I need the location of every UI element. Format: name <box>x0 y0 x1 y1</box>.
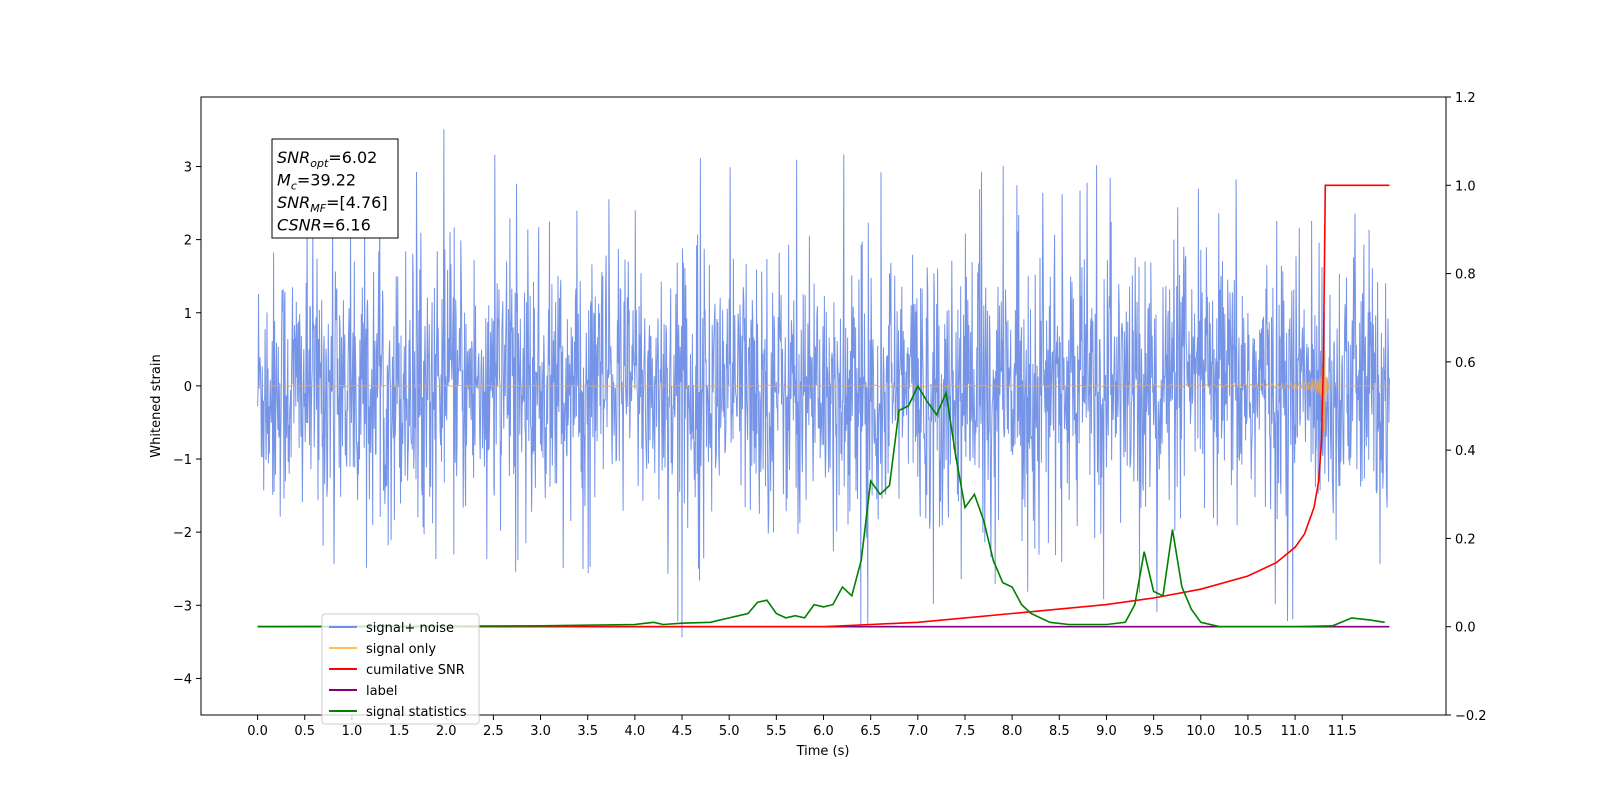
y-tick-label: −2 <box>173 526 192 541</box>
x-tick-label: 0.5 <box>294 724 315 739</box>
x-tick-label: 11.5 <box>1328 724 1357 739</box>
x-tick-label: 9.5 <box>1143 724 1164 739</box>
annotation-box-frame <box>271 138 399 239</box>
y-axis-label: Whitened strain <box>149 354 164 457</box>
x-tick-label: 6.5 <box>860 724 881 739</box>
legend-label: signal+ noise <box>366 621 454 636</box>
x-tick-label: 5.0 <box>719 724 740 739</box>
x-tick-label: 5.5 <box>766 724 787 739</box>
y-axis-left: 3 2 1 0 −1 −2 −3 −4 <box>173 160 201 687</box>
x-tick-label: 8.5 <box>1049 724 1070 739</box>
x-tick-label: 1.0 <box>342 724 363 739</box>
y-tick-label: 2 <box>184 234 192 249</box>
y-tick-label: −3 <box>173 599 192 614</box>
x-tick-label: 4.5 <box>672 724 693 739</box>
legend-label: signal statistics <box>366 705 467 720</box>
y2-tick-label: 0.2 <box>1455 532 1476 547</box>
x-tick-label: 2.0 <box>436 724 457 739</box>
legend-frame <box>321 613 480 725</box>
y-axis-right: 1.2 1.0 0.8 0.6 0.4 0.2 0.0 −0.2 <box>1446 91 1487 724</box>
y2-tick-label: 0.4 <box>1455 444 1476 459</box>
x-tick-label: 3.5 <box>577 724 598 739</box>
annotation-line: SNRopt=6.02 <box>277 148 377 170</box>
x-tick-label: 7.5 <box>955 724 976 739</box>
legend-label: signal only <box>366 642 436 657</box>
y2-tick-label: 1.0 <box>1455 179 1476 194</box>
legend: signal+ noise signal only cumilative SNR la… <box>321 613 480 725</box>
y-tick-label: 0 <box>184 380 192 395</box>
legend-label: cumilative SNR <box>366 663 465 678</box>
y-tick-label: −4 <box>173 672 192 687</box>
x-tick-label: 7.0 <box>907 724 928 739</box>
x-tick-label: 4.0 <box>625 724 646 739</box>
series-signal-noise-line <box>257 129 1390 638</box>
y2-tick-label: −0.2 <box>1455 709 1487 724</box>
x-tick-label: 1.5 <box>389 724 410 739</box>
series-signal-statistics-line <box>257 384 1385 628</box>
x-tick-label: 6.0 <box>813 724 834 739</box>
annotation-line: SNRMF=[4.76] <box>277 193 388 215</box>
x-axis-label: Time (s) <box>796 744 850 759</box>
x-tick-label: 2.5 <box>483 724 504 739</box>
x-tick-label: 9.0 <box>1096 724 1117 739</box>
y2-tick-label: 0.8 <box>1455 268 1476 283</box>
y-tick-label: 3 <box>184 160 192 175</box>
series-signal-only-line <box>257 339 1390 432</box>
x-axis: 0.0 0.5 1.0 1.5 2.0 2.5 3.0 3.5 4.0 4.5 5.0 5.5 6.0 6… <box>247 715 1357 739</box>
annotation-line: Mc=39.22 <box>277 171 356 193</box>
legend-label: label <box>366 684 397 699</box>
series-cumulative-snr-line <box>257 184 1390 628</box>
x-tick-label: 8.0 <box>1002 724 1023 739</box>
annotation-line: CSNR=6.16 <box>277 216 371 235</box>
y-tick-label: −1 <box>173 453 192 468</box>
x-tick-label: 10.0 <box>1186 724 1215 739</box>
x-tick-label: 10.5 <box>1233 724 1262 739</box>
y-tick-label: 1 <box>184 307 192 322</box>
x-tick-label: 11.0 <box>1281 724 1310 739</box>
y2-tick-label: 0.6 <box>1455 356 1476 371</box>
x-tick-label: 0.0 <box>247 724 268 739</box>
x-tick-label: 3.0 <box>530 724 551 739</box>
y2-tick-label: 1.2 <box>1455 91 1476 106</box>
y2-tick-label: 0.0 <box>1455 621 1476 636</box>
